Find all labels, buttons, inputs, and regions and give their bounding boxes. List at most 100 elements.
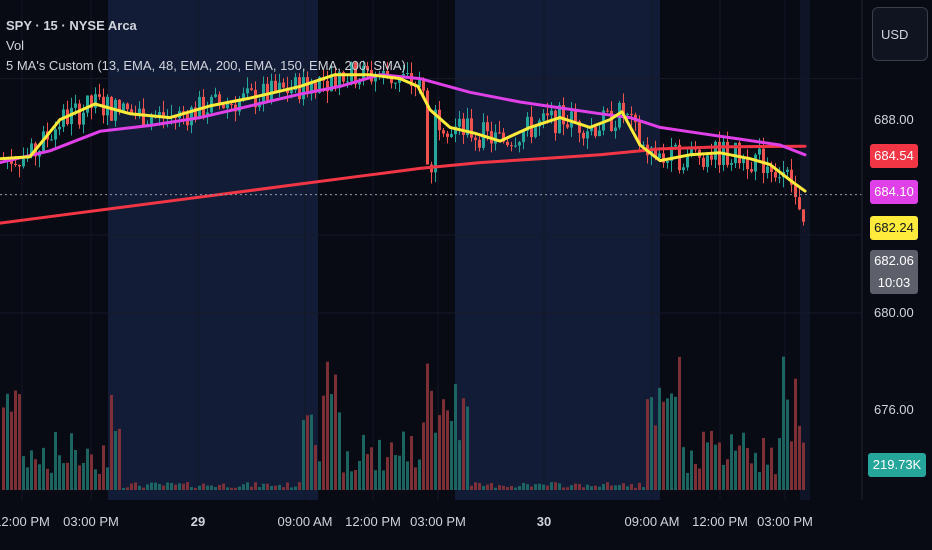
volume-bar bbox=[762, 437, 765, 490]
volume-bar bbox=[722, 464, 725, 490]
candle bbox=[230, 104, 233, 106]
volume-bar bbox=[342, 472, 345, 490]
x-axis-label: 03:00 PM bbox=[410, 514, 466, 529]
volume-bar bbox=[74, 450, 77, 490]
volume-bar bbox=[622, 483, 625, 490]
volume-bar bbox=[130, 483, 133, 490]
chart-legend: SPY · 15 · NYSE Arca Vol 5 MA's Custom (… bbox=[6, 16, 406, 76]
volume-bar bbox=[242, 484, 245, 490]
volume-bar bbox=[386, 457, 389, 490]
volume-bar bbox=[678, 356, 681, 490]
volume-bar bbox=[138, 485, 141, 490]
volume-bar bbox=[178, 483, 181, 490]
volume-bar bbox=[218, 484, 221, 490]
candle bbox=[766, 166, 769, 174]
ma-indicator-label[interactable]: 5 MA's Custom (13, EMA, 48, EMA, 200, EM… bbox=[6, 58, 406, 73]
candle bbox=[346, 81, 349, 83]
candle bbox=[570, 111, 573, 128]
volume-bar bbox=[594, 485, 597, 490]
volume-bar bbox=[90, 454, 93, 490]
bar-countdown-tag: 10:03 bbox=[870, 272, 918, 294]
volume-bar bbox=[170, 483, 173, 490]
y-axis-label: 688.00 bbox=[874, 112, 914, 127]
volume-bar bbox=[550, 482, 553, 490]
volume-tag: 219.73K bbox=[868, 453, 926, 477]
volume-bar bbox=[2, 407, 5, 490]
candle bbox=[710, 155, 713, 160]
y-axis-label: 676.00 bbox=[874, 402, 914, 417]
volume-bar bbox=[298, 482, 301, 490]
volume-bar bbox=[194, 487, 197, 490]
currency-button[interactable]: USD bbox=[872, 7, 928, 61]
volume-bar bbox=[202, 483, 205, 490]
volume-bar bbox=[6, 393, 9, 490]
volume-bar bbox=[754, 452, 757, 490]
candle bbox=[394, 82, 397, 84]
volume-bar bbox=[450, 420, 453, 490]
candle bbox=[302, 77, 305, 100]
volume-bar bbox=[346, 451, 349, 490]
volume-bar bbox=[398, 455, 401, 490]
candle bbox=[790, 169, 793, 185]
candle bbox=[270, 80, 273, 101]
volume-bar bbox=[574, 483, 577, 490]
volume-bar bbox=[234, 487, 237, 490]
volume-bar bbox=[482, 485, 485, 490]
volume-bar bbox=[282, 487, 285, 490]
symbol-title[interactable]: SPY · 15 · NYSE Arca bbox=[6, 18, 137, 33]
candle bbox=[778, 177, 781, 179]
volume-indicator-label[interactable]: Vol bbox=[6, 38, 25, 53]
volume-bar bbox=[122, 487, 125, 490]
volume-bar bbox=[118, 428, 121, 490]
volume-bar bbox=[442, 399, 445, 490]
volume-bar bbox=[18, 394, 21, 490]
volume-bar bbox=[474, 482, 477, 490]
volume-bar bbox=[698, 468, 701, 490]
volume-bar bbox=[378, 439, 381, 490]
candle bbox=[674, 144, 677, 147]
volume-bar bbox=[654, 425, 657, 490]
x-axis-label: 09:00 AM bbox=[624, 514, 680, 529]
candle bbox=[554, 110, 557, 134]
volume-bar bbox=[94, 469, 97, 490]
volume-bar bbox=[394, 455, 397, 490]
candle bbox=[78, 103, 81, 125]
volume-bar bbox=[434, 432, 437, 490]
ema48-price-tag: 684.10 bbox=[870, 180, 918, 204]
candle bbox=[582, 132, 585, 139]
y-axis-label: 680.00 bbox=[874, 305, 914, 320]
volume-bar bbox=[150, 482, 153, 490]
candle bbox=[546, 113, 549, 116]
candle bbox=[422, 78, 425, 91]
volume-bar bbox=[638, 482, 641, 490]
candle bbox=[638, 122, 641, 146]
volume-bar bbox=[498, 485, 501, 490]
candle bbox=[94, 94, 97, 108]
volume-bar bbox=[706, 442, 709, 490]
volume-bar bbox=[658, 387, 661, 490]
volume-bar bbox=[586, 484, 589, 490]
volume-bar bbox=[590, 486, 593, 490]
volume-bar bbox=[774, 474, 777, 490]
candle bbox=[514, 145, 517, 147]
x-axis-label: 12:00 PM bbox=[345, 514, 401, 529]
x-axis-label: 12:00 PM bbox=[0, 514, 50, 529]
x-axis-label: 09:00 AM bbox=[277, 514, 333, 529]
candle bbox=[466, 118, 469, 135]
volume-bar bbox=[670, 393, 673, 490]
volume-bar bbox=[186, 482, 189, 490]
candle bbox=[450, 134, 453, 137]
volume-bar bbox=[62, 463, 65, 490]
volume-bar bbox=[614, 485, 617, 490]
volume-bar bbox=[294, 486, 297, 490]
volume-bar bbox=[250, 486, 253, 490]
volume-bar bbox=[554, 482, 557, 490]
volume-bar bbox=[566, 487, 569, 490]
candle bbox=[190, 107, 193, 126]
volume-bar bbox=[70, 433, 73, 490]
candle bbox=[194, 107, 197, 119]
volume-bar bbox=[662, 401, 665, 490]
candle bbox=[566, 124, 569, 128]
candle bbox=[754, 154, 757, 172]
